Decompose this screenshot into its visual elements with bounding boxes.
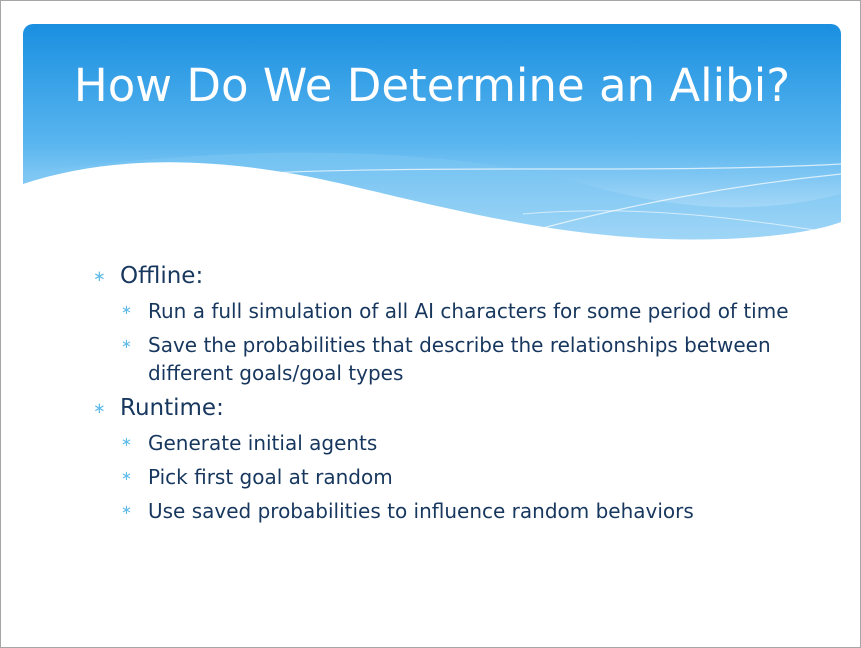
sub-bullet: ∗ Run a full simulation of all AI charac… (121, 297, 793, 325)
header-wave-graphic (23, 24, 841, 244)
bullet-icon: ∗ (93, 267, 106, 285)
slide-body: ∗ Offline: ∗ Run a full simulation of al… (93, 257, 793, 525)
sub-bullet-text: Generate initial agents (148, 431, 378, 455)
bullet-icon: ∗ (93, 399, 106, 417)
bullet-icon: ∗ (121, 469, 132, 484)
slide-title: How Do We Determine an Alibi? (73, 59, 791, 112)
sub-bullet: ∗ Pick first goal at random (121, 463, 793, 491)
sub-bullet-text: Pick first goal at random (148, 465, 393, 489)
sub-bullet: ∗ Use saved probabilities to influence r… (121, 497, 793, 525)
bullet-runtime: ∗ Runtime: (93, 393, 793, 423)
bullet-offline: ∗ Offline: (93, 261, 793, 291)
bullet-text: Runtime: (120, 395, 224, 421)
bullet-icon: ∗ (121, 435, 132, 450)
sub-bullet-text: Save the probabilities that describe the… (148, 333, 771, 385)
bullet-text: Offline: (120, 263, 204, 289)
sub-bullet-text: Run a full simulation of all AI characte… (148, 299, 789, 323)
bullet-icon: ∗ (121, 503, 132, 518)
sub-bullet: ∗ Generate initial agents (121, 429, 793, 457)
sub-bullet-text: Use saved probabilities to influence ran… (148, 499, 694, 523)
sub-bullet: ∗ Save the probabilities that describe t… (121, 331, 793, 387)
bullet-icon: ∗ (121, 303, 132, 318)
bullet-icon: ∗ (121, 337, 132, 352)
header-band (23, 24, 841, 244)
